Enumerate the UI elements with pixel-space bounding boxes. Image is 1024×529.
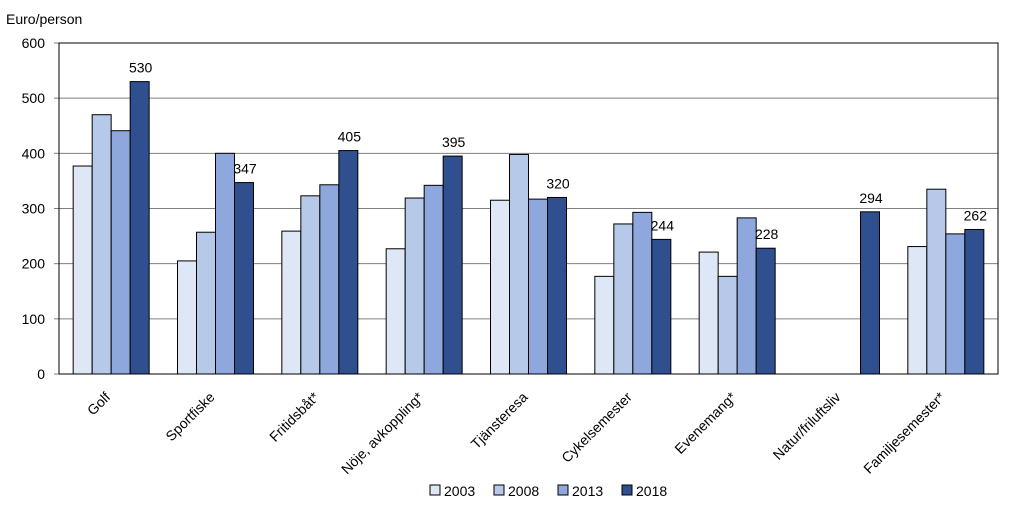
legend-swatch xyxy=(621,484,633,496)
category-label: Familjesemester* xyxy=(860,388,948,476)
bar-2013 xyxy=(528,198,548,375)
bar-2013 xyxy=(632,211,653,375)
bar-2008 xyxy=(91,114,112,375)
plot-border xyxy=(58,42,999,375)
y-tick-label: 100 xyxy=(22,311,46,327)
bar-2018 xyxy=(129,81,150,375)
legend: 2003 2008 2013 2018 xyxy=(429,483,667,499)
y-tick-label: 200 xyxy=(22,256,46,272)
data-labels: 530 347 405 395 320 244 228 294 262 xyxy=(129,60,987,243)
legend-swatch xyxy=(557,484,569,496)
bar-2013 xyxy=(423,184,444,375)
bar-2008 xyxy=(404,197,425,375)
bar-2003 xyxy=(907,246,928,375)
bars xyxy=(72,81,985,375)
y-tick-label: 500 xyxy=(22,90,46,106)
bar-2018 xyxy=(547,196,567,375)
legend-label: 2003 xyxy=(444,483,475,499)
category-label: Sportfiske xyxy=(162,389,217,444)
bar-2018 xyxy=(442,155,463,375)
bar-2003 xyxy=(490,199,510,375)
y-axis-ticks: 0 100 200 300 400 500 600 xyxy=(22,35,59,382)
legend-item-2018: 2018 xyxy=(621,483,667,499)
bar-2018 xyxy=(651,238,672,375)
bar-2013 xyxy=(215,152,235,375)
legend-swatch xyxy=(429,484,441,496)
bar-2013 xyxy=(110,130,131,375)
data-label: 530 xyxy=(129,60,153,76)
bar-2003 xyxy=(385,248,406,375)
y-tick-label: 300 xyxy=(22,201,46,217)
category-label: Golf xyxy=(84,389,114,419)
bar-2013 xyxy=(319,184,340,375)
legend-label: 2008 xyxy=(508,483,539,499)
data-label: 228 xyxy=(755,226,779,242)
category-labels: Golf Sportfiske Fritidsbåt* Nöje, avkopplin… xyxy=(84,388,949,477)
y-axis-unit-label: Euro/person xyxy=(6,11,82,27)
bar-2008 xyxy=(613,223,634,375)
legend-swatch xyxy=(493,484,505,496)
bar-2008 xyxy=(509,153,529,375)
bar-2008 xyxy=(196,231,216,375)
category-label: Nöje, avkoppling* xyxy=(338,388,427,477)
bar-2018 xyxy=(755,247,776,375)
bar-2003 xyxy=(281,230,302,375)
bar-2003 xyxy=(72,165,93,375)
y-tick-label: 400 xyxy=(22,145,46,161)
data-label: 262 xyxy=(964,207,988,223)
bar-2003 xyxy=(594,275,615,375)
category-label: Tjänsteresa xyxy=(468,389,531,452)
legend-item-2008: 2008 xyxy=(493,483,539,499)
bar-2018 xyxy=(860,211,880,375)
data-label: 347 xyxy=(233,161,257,177)
category-label: Cykelsemester xyxy=(558,389,635,466)
data-label: 294 xyxy=(859,190,883,206)
bar-2003 xyxy=(177,260,197,375)
bar-2018 xyxy=(234,182,254,375)
data-label: 395 xyxy=(442,134,466,150)
category-label: Fritidsbåt* xyxy=(266,388,322,444)
bar-2008 xyxy=(717,275,738,375)
y-tick-label: 0 xyxy=(37,366,45,382)
data-label: 405 xyxy=(338,129,362,145)
bar-2008 xyxy=(926,188,947,375)
legend-label: 2018 xyxy=(636,483,667,499)
category-label: Evenemang* xyxy=(671,388,739,456)
legend-item-2003: 2003 xyxy=(429,483,475,499)
data-label: 244 xyxy=(651,217,675,233)
data-label: 320 xyxy=(546,175,570,191)
bar-2018 xyxy=(338,150,359,375)
category-label: Natur/friluftsliv xyxy=(770,389,844,463)
bar-2018 xyxy=(964,228,985,375)
bar-2003 xyxy=(698,251,719,375)
legend-label: 2013 xyxy=(572,483,603,499)
bar-2008 xyxy=(300,195,321,375)
y-tick-label: 600 xyxy=(22,35,46,51)
legend-item-2013: 2013 xyxy=(557,483,603,499)
bar-2013 xyxy=(736,217,757,375)
bar-2013 xyxy=(945,233,966,375)
